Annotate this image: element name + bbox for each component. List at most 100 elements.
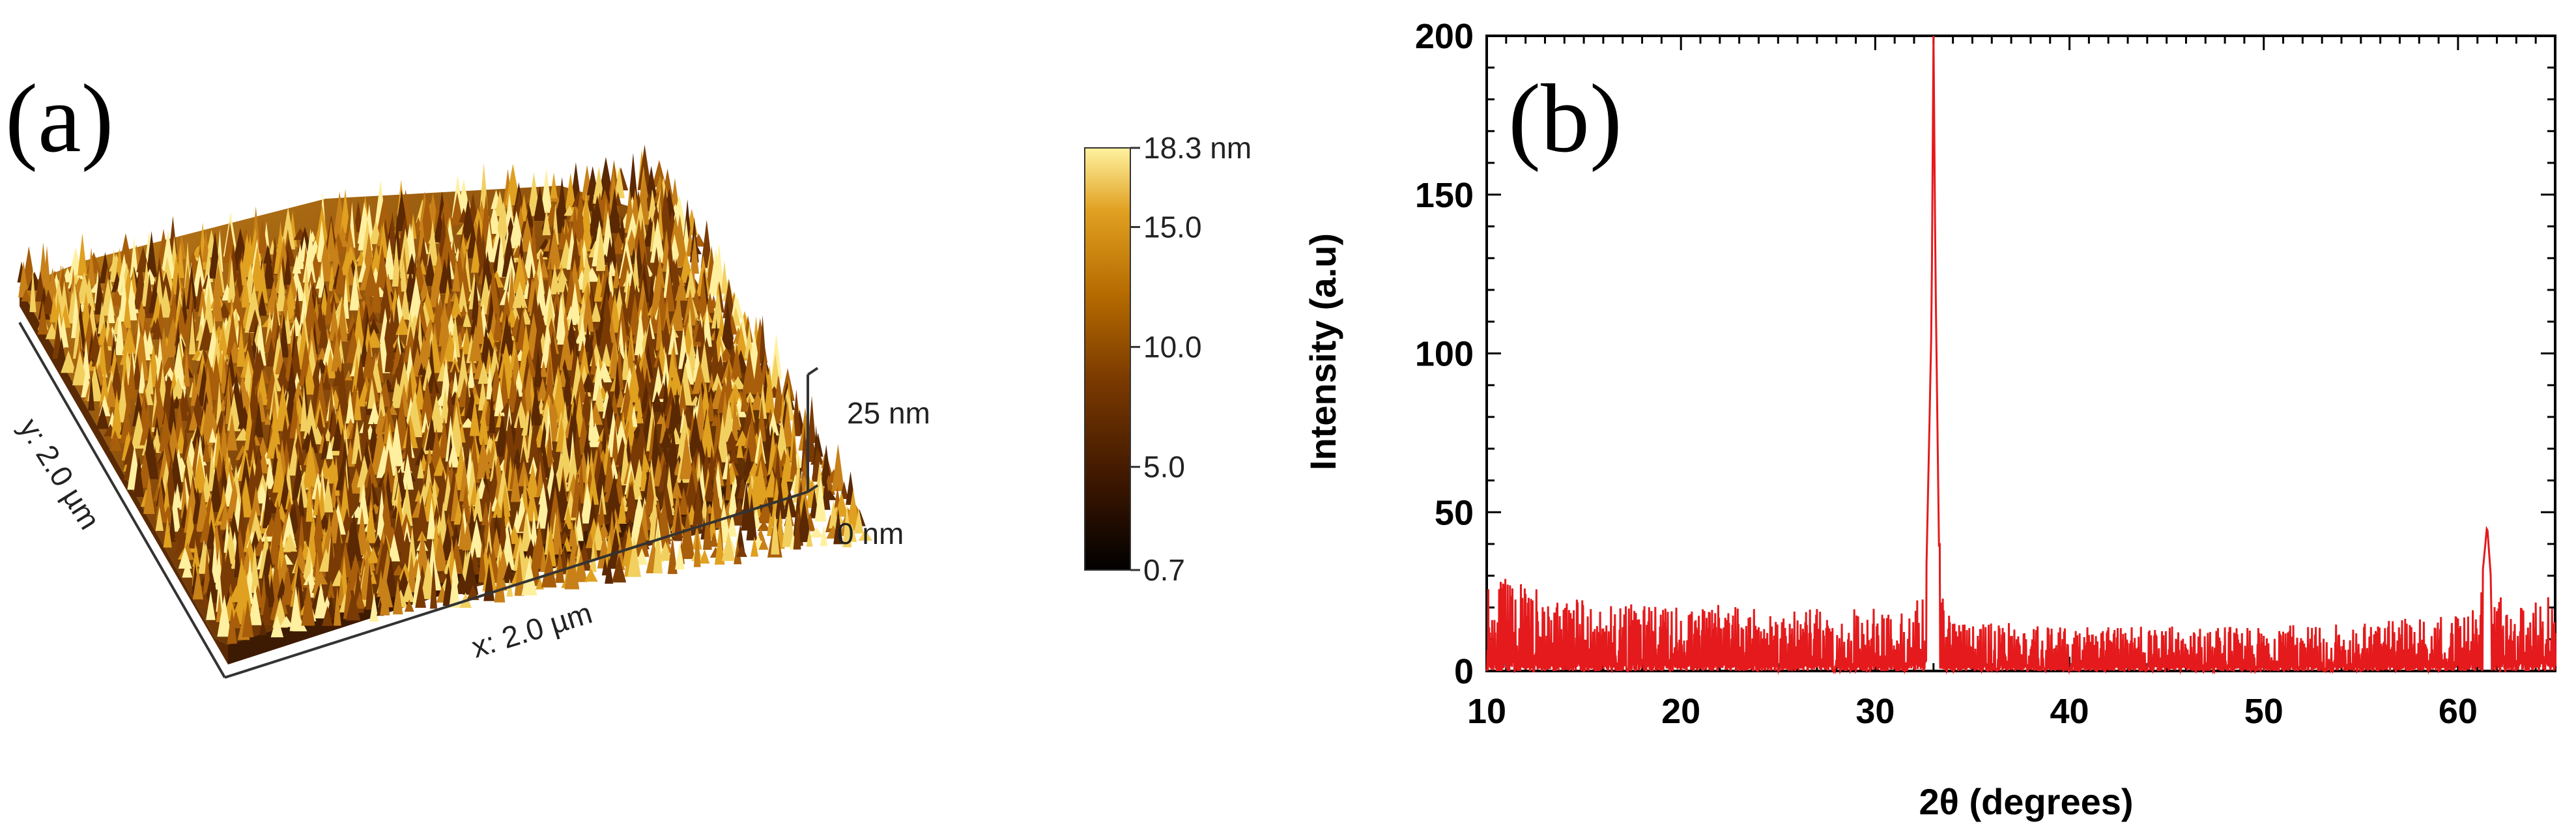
afm-spike bbox=[351, 420, 363, 464]
afm-spike bbox=[736, 436, 743, 458]
afm-spike bbox=[132, 353, 143, 390]
afm-spike bbox=[313, 551, 322, 599]
afm-spike bbox=[18, 261, 29, 298]
afm-spike bbox=[632, 247, 640, 293]
afm-spike bbox=[96, 405, 109, 429]
afm-spike bbox=[653, 526, 663, 574]
afm-spike bbox=[594, 384, 605, 412]
y-tick-label: 150 bbox=[1415, 176, 1474, 215]
afm-spike bbox=[253, 401, 264, 438]
afm-spike bbox=[687, 411, 703, 457]
afm-spike bbox=[182, 560, 193, 578]
afm-spike bbox=[858, 529, 873, 541]
afm-spike bbox=[692, 361, 708, 394]
afm-spike bbox=[248, 585, 262, 625]
afm-spike bbox=[164, 331, 178, 358]
afm-spike bbox=[721, 531, 736, 562]
afm-spike bbox=[709, 532, 719, 547]
afm-spike bbox=[478, 361, 490, 384]
afm-spike bbox=[430, 560, 438, 609]
afm-spike bbox=[407, 224, 417, 268]
y-tick-label: 100 bbox=[1415, 335, 1474, 374]
x-axis-label: 2θ (degrees) bbox=[1919, 781, 2133, 822]
afm-spike bbox=[671, 258, 681, 296]
afm-axes bbox=[18, 321, 819, 679]
afm-spike bbox=[167, 387, 177, 435]
afm-spike bbox=[339, 474, 351, 521]
afm-spike bbox=[109, 436, 122, 451]
afm-spike bbox=[388, 533, 401, 562]
afm-spike bbox=[724, 431, 739, 451]
afm-spike bbox=[217, 594, 232, 637]
afm-spike bbox=[540, 168, 552, 213]
afm-spike bbox=[403, 422, 413, 472]
afm-spike bbox=[627, 361, 642, 403]
afm-surface-spikes bbox=[17, 144, 873, 644]
afm-spike bbox=[326, 439, 334, 459]
colorbar-tick-label: 15.0 bbox=[1143, 210, 1202, 244]
afm-spike bbox=[536, 460, 545, 497]
afm-spike bbox=[265, 412, 272, 425]
afm-spike bbox=[234, 532, 241, 578]
afm-spike bbox=[356, 352, 366, 392]
afm-spike bbox=[587, 197, 594, 212]
afm-spike bbox=[667, 535, 678, 575]
afm-spike bbox=[414, 446, 429, 466]
afm-spike bbox=[451, 192, 464, 225]
afm-spike bbox=[460, 304, 467, 317]
afm-spike bbox=[425, 369, 440, 393]
afm-spike bbox=[206, 590, 216, 620]
afm-spike bbox=[469, 397, 480, 436]
afm-spike bbox=[510, 463, 521, 502]
afm-spike bbox=[719, 347, 734, 362]
afm-spike bbox=[403, 414, 418, 449]
afm-spike bbox=[370, 281, 382, 313]
afm-spike bbox=[56, 337, 67, 366]
afm-spike bbox=[528, 419, 539, 463]
afm-spike bbox=[438, 417, 450, 459]
afm-spike bbox=[712, 444, 723, 468]
afm-spike bbox=[758, 315, 767, 364]
afm-spike bbox=[209, 465, 222, 512]
afm-spike bbox=[831, 444, 845, 491]
afm-spike bbox=[292, 255, 302, 274]
afm-spike bbox=[257, 436, 269, 457]
afm-spike bbox=[177, 242, 184, 278]
afm-spike bbox=[640, 446, 648, 491]
afm-spike bbox=[276, 263, 287, 311]
afm-spike bbox=[508, 210, 524, 249]
afm-spike bbox=[564, 173, 577, 211]
afm-spike bbox=[407, 550, 417, 593]
afm-x-axis-label: x: 2.0 µm bbox=[468, 595, 596, 664]
xrd-trace bbox=[1485, 35, 2557, 675]
afm-spike bbox=[541, 550, 557, 588]
afm-spike bbox=[177, 235, 187, 259]
afm-z-bottom-label: 0 nm bbox=[837, 517, 904, 550]
afm-spike bbox=[160, 358, 176, 375]
afm-spike bbox=[462, 520, 474, 550]
afm-spike bbox=[584, 568, 598, 582]
afm-spike bbox=[449, 563, 461, 608]
afm-spike bbox=[237, 494, 246, 542]
afm-spike bbox=[809, 527, 824, 537]
afm-spike bbox=[599, 308, 612, 347]
afm-spike bbox=[220, 414, 228, 462]
afm-spike bbox=[407, 371, 414, 407]
afm-spike bbox=[533, 186, 547, 221]
x-tick-label: 60 bbox=[2439, 692, 2478, 731]
afm-spike bbox=[231, 284, 242, 314]
afm-spike bbox=[367, 547, 379, 564]
afm-spike bbox=[604, 447, 615, 493]
afm-spike bbox=[137, 332, 149, 381]
afm-spike bbox=[484, 221, 494, 261]
afm-spike bbox=[801, 451, 809, 482]
afm-spike bbox=[138, 360, 146, 393]
afm-spike bbox=[820, 524, 828, 547]
afm-spike bbox=[637, 328, 644, 362]
afm-spike bbox=[525, 488, 539, 521]
afm-spike bbox=[661, 352, 671, 392]
afm-spike bbox=[297, 484, 305, 517]
afm-spike bbox=[781, 400, 794, 447]
afm-spike bbox=[208, 445, 216, 491]
